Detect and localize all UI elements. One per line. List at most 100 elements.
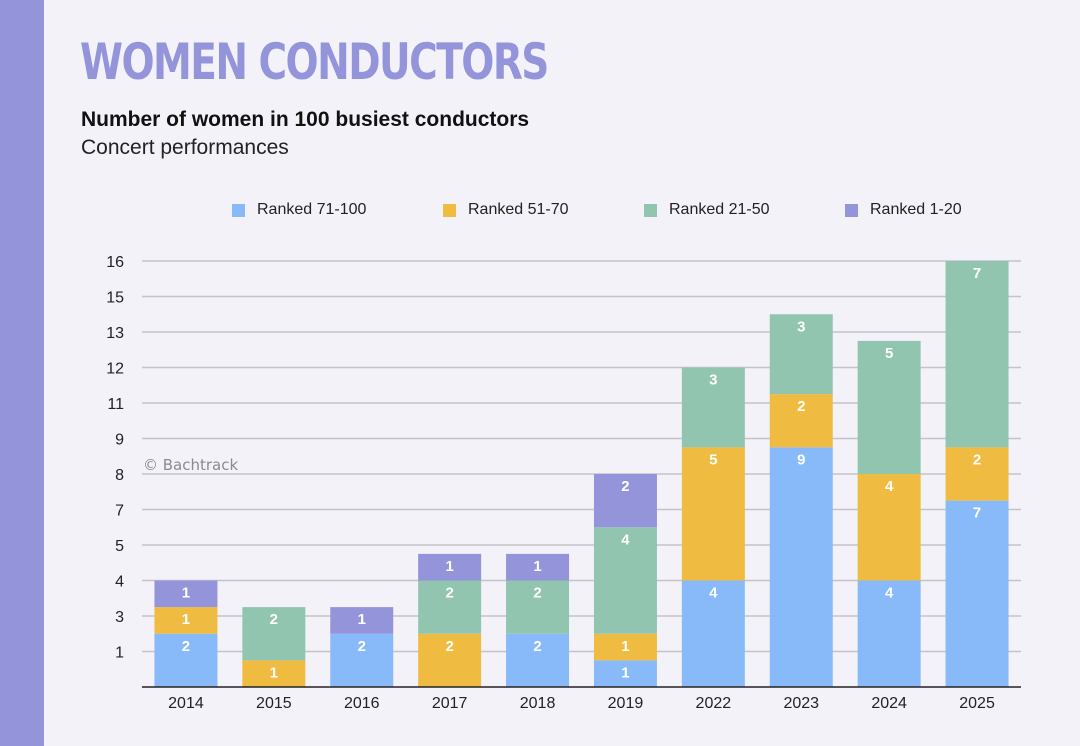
x-tick-label: 2019 [608,695,644,712]
bar-value-label: 2 [973,451,981,468]
legend-item-ranked-21-50: Ranked 21-50 [644,201,770,219]
bar-value-label: 3 [709,372,717,389]
bar-segment [330,633,394,687]
bar-value-label: 1 [621,664,629,681]
bar-stack-2024: 4 4 5 [857,340,921,687]
bar-segment [857,340,921,474]
y-tick-label: 15 [106,289,124,306]
bar-value-label: 9 [797,451,805,468]
legend-label: Ranked 1-20 [870,201,962,218]
bar-value-label: 2 [270,611,278,628]
bar-stack-2023: 9 2 3 [769,314,833,687]
bar-stack-2014: 2 1 1 [154,580,218,687]
page-title: WOMEN CONDUCTORS [80,33,549,91]
y-tick-label: 8 [115,467,124,484]
bar-value-label: 4 [621,531,630,548]
bar-segment [418,580,482,634]
bar-segment [857,580,921,687]
watermark: © Bachtrack [143,456,238,474]
x-tick-label: 2023 [783,695,819,712]
bar-segment [506,633,570,687]
legend-swatch [443,203,456,217]
bar-stack-2017: 2 2 1 [418,553,482,687]
legend-label: Ranked 71-100 [257,201,367,218]
bar-value-label: 2 [533,585,541,602]
bar-segment [593,527,657,634]
bar-segment [154,607,218,634]
bar-segment [769,447,833,687]
bar-stack-2015: 12 [242,607,306,687]
bar-value-label: 4 [709,585,718,602]
bar-segment [769,394,833,448]
y-tick-label: 3 [115,609,124,626]
bar-segment [945,500,1009,687]
bar-stack-2016: 21 [330,607,394,687]
legend-item-ranked-71-100: Ranked 71-100 [232,201,366,219]
chart-subtitle: Number of women in 100 busiest conductor… [81,108,530,131]
bar-value-label: 5 [885,345,893,362]
bar-stack-2022: 4 5 3 [681,367,745,687]
bar-stack-2025: 7 2 7 [945,261,1009,687]
legend-swatch [232,203,245,217]
bar-segment [857,474,921,581]
legend-label: Ranked 51-70 [468,201,569,218]
bar-segment [681,367,745,448]
bar-segment [681,580,745,687]
bar-value-label: 7 [973,505,981,522]
bar-value-label: 2 [358,638,366,655]
y-tick-label: 1 [115,645,124,662]
bar-segment [418,633,482,687]
side-accent-band [0,0,44,746]
bar-value-label: 3 [797,318,805,335]
chart-legend: Ranked 71-100 Ranked 51-70 Ranked 21-50 … [0,201,1080,225]
x-axis-ticks: 2014 2015 2016 2017 2018 2019 2022 2023 2024 2025 [168,695,995,712]
bar-segment [154,580,218,608]
y-tick-label: 7 [115,502,124,519]
bar-value-label: 4 [885,585,894,602]
y-tick-label: 4 [115,574,124,591]
bar-segment [154,633,218,687]
legend-item-ranked-51-70: Ranked 51-70 [443,201,569,219]
bar-value-label: 5 [709,451,717,468]
bar-value-label: 4 [885,478,894,495]
legend-item-ranked-1-20: Ranked 1-20 [845,201,962,219]
bar-value-label: 2 [182,638,190,655]
chart-subsubtitle: Concert performances [81,136,289,159]
legend-label: Ranked 21-50 [669,201,770,218]
x-tick-label: 2018 [520,695,556,712]
bar-stack-2018: 2 2 1 [506,553,570,687]
legend-swatch [644,203,657,217]
bar-segment [506,580,570,634]
bar-segment [418,553,482,581]
x-tick-label: 2022 [696,695,732,712]
bar-value-label: 1 [445,558,453,575]
x-tick-label: 2017 [432,695,468,712]
bar-value-label: 1 [533,558,541,575]
bar-value-label: 2 [445,638,453,655]
bar-value-label: 2 [797,398,805,415]
x-tick-label: 2016 [344,695,380,712]
bar-segment [242,607,306,661]
y-tick-label: 9 [115,432,124,449]
y-tick-label: 12 [106,361,124,378]
legend-swatch [845,203,858,217]
bar-value-label: 1 [270,664,278,681]
bar-value-label: 2 [445,585,453,602]
bar-segment [945,261,1009,448]
y-tick-label: 13 [106,325,124,342]
y-tick-label: 5 [115,538,124,555]
bar-segment [593,660,657,687]
x-tick-label: 2025 [959,695,995,712]
bar-segment [945,447,1009,501]
bar-value-label: 1 [621,638,629,655]
bar-value-label: 1 [182,611,190,628]
bar-segment [769,314,833,395]
bar-stack-2019: 1 1 4 2 [593,474,657,687]
x-tick-label: 2015 [256,695,292,712]
bar-segment [330,607,394,634]
y-tick-label: 16 [106,254,124,271]
bar-value-label: 2 [533,638,541,655]
